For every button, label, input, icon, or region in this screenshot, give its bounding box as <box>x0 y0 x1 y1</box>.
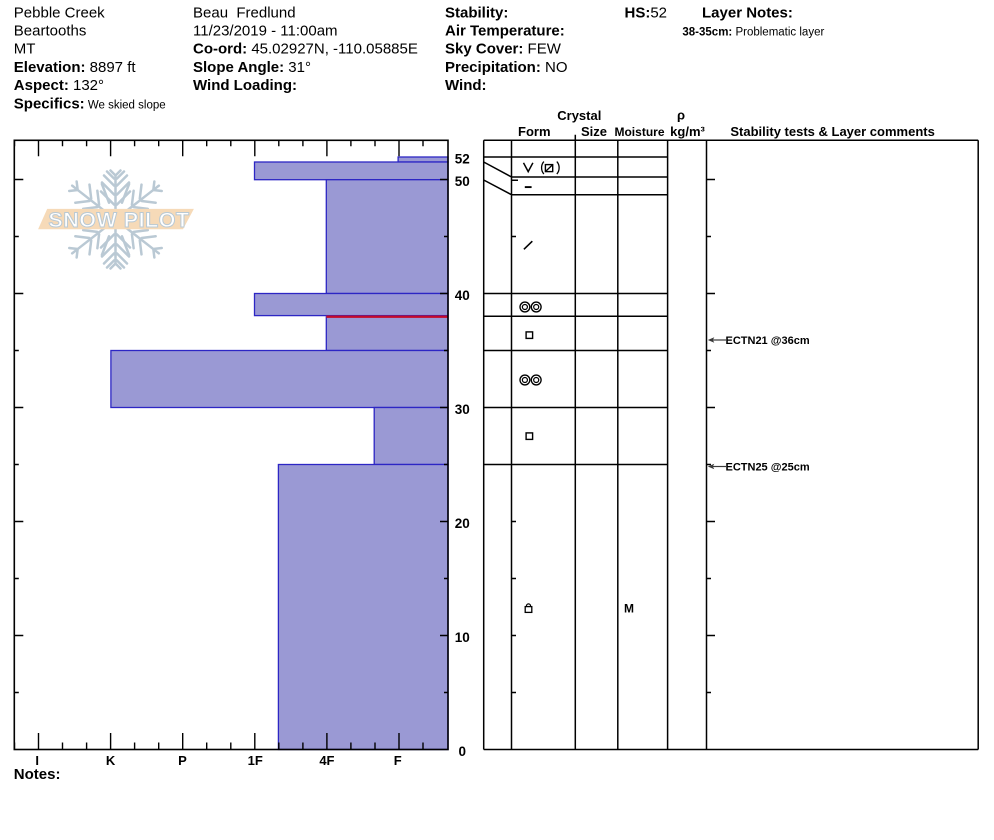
svg-text:I: I <box>35 753 39 768</box>
svg-text:Beartooths: Beartooths <box>14 23 87 40</box>
svg-text:Co-ord: 45.02927N, -110.05885E: Co-ord: 45.02927N, -110.05885E <box>193 41 418 58</box>
svg-text:52: 52 <box>455 151 470 166</box>
svg-text:Slope Angle: 31°: Slope Angle: 31° <box>193 59 311 76</box>
svg-text:ECTN21 @36cm: ECTN21 @36cm <box>726 335 810 347</box>
svg-text:M: M <box>624 602 634 616</box>
svg-text:ρ: ρ <box>677 108 685 123</box>
svg-text:10: 10 <box>455 630 470 645</box>
svg-text:HS:52: HS:52 <box>625 4 668 21</box>
svg-text:Size: Size <box>581 124 607 139</box>
svg-text:SNOW PILOT: SNOW PILOT <box>48 208 189 232</box>
svg-text:Specifics: We skied slope: Specifics: We skied slope <box>14 95 166 112</box>
svg-text:Air Temperature:: Air Temperature: <box>445 23 565 40</box>
svg-text:Wind:: Wind: <box>445 77 487 94</box>
svg-text:50: 50 <box>455 174 470 189</box>
svg-text:Notes:: Notes: <box>14 766 61 783</box>
svg-text:P: P <box>178 753 187 768</box>
svg-text:0: 0 <box>459 744 467 759</box>
svg-text:38-35cm: Problematic layer: 38-35cm: Problematic layer <box>682 27 824 39</box>
svg-text:kg/m³: kg/m³ <box>670 124 705 139</box>
svg-text:Form: Form <box>518 124 551 139</box>
svg-text:Crystal: Crystal <box>557 108 601 123</box>
svg-text:Stability:: Stability: <box>445 4 508 21</box>
svg-text:Aspect: 132°: Aspect: 132° <box>14 77 104 94</box>
svg-text:Beau Fredlund: Beau Fredlund <box>193 4 296 21</box>
svg-text:Layer Notes:: Layer Notes: <box>702 4 793 21</box>
svg-text:Elevation: 8897 ft: Elevation: 8897 ft <box>14 59 137 76</box>
svg-text:K: K <box>106 753 116 768</box>
svg-text:Pebble Creek: Pebble Creek <box>14 4 105 21</box>
svg-text:30: 30 <box>455 402 470 417</box>
svg-text:Wind Loading:: Wind Loading: <box>193 77 297 94</box>
svg-text:Stability tests & Layer commen: Stability tests & Layer comments <box>730 124 934 139</box>
svg-text:20: 20 <box>455 516 470 531</box>
svg-text:40: 40 <box>455 288 470 303</box>
svg-text:ECTN25 @25cm: ECTN25 @25cm <box>726 462 810 474</box>
svg-text:Precipitation: NO: Precipitation: NO <box>445 59 568 76</box>
svg-text:Sky Cover: FEW: Sky Cover: FEW <box>445 41 562 58</box>
svg-text:MT: MT <box>14 41 36 58</box>
svg-text:1F: 1F <box>248 753 263 768</box>
svg-text:11/23/2019 - 11:00am: 11/23/2019 - 11:00am <box>193 23 338 40</box>
svg-text:F: F <box>394 753 402 768</box>
svg-text:4F: 4F <box>319 753 334 768</box>
svg-text:Moisture: Moisture <box>614 125 664 139</box>
